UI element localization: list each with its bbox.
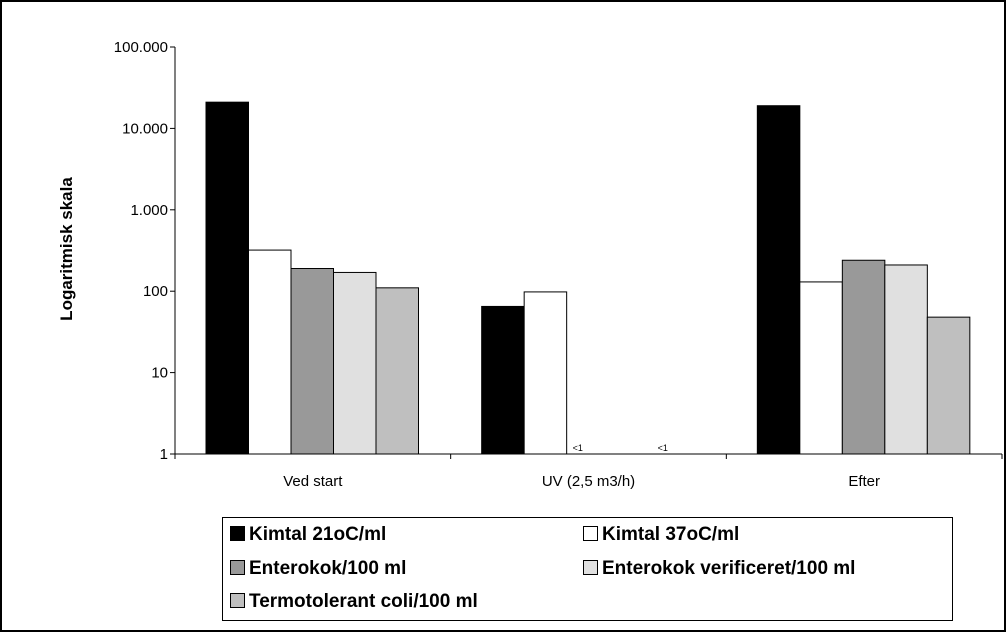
- bar-kimtal-37oc-ml-ved-start: [248, 249, 292, 455]
- bar-kimtal-37oc-ml-uv-2-5-m3-h: [523, 291, 568, 455]
- y-tick-label: 1: [160, 446, 168, 463]
- legend-label: Termotolerant coli/100 ml: [249, 591, 478, 612]
- bar-kimtal-37oc-ml-efter: [799, 281, 843, 455]
- x-ticks-group: Ved start UV (2,5 m3/h) Efter: [174, 454, 1003, 490]
- bar-enterokok-100-ml-ved-start: [290, 268, 334, 455]
- bar-termotolerant-coli-100-ml-efter: [926, 316, 971, 455]
- legend: Kimtal 21oC/ml Kimtal 37oC/ml Enterokok/10…: [222, 517, 953, 621]
- legend-swatch: [230, 560, 245, 575]
- y-ticks-group: 1 10 100 1.000 10.000 100.000: [114, 39, 175, 463]
- annotation-label: <1: [658, 443, 668, 453]
- legend-label: Kimtal 21oC/ml: [249, 524, 387, 545]
- legend-item-kimtal-21oc-ml: Kimtal 21oC/ml: [230, 523, 386, 547]
- bar-kimtal-21oc-ml-uv-2-5-m3-h: [481, 305, 525, 455]
- bar-termotolerant-coli-100-ml-ved-start: [375, 287, 419, 455]
- legend-item-enterokok-100-ml: Enterokok/100 ml: [230, 557, 406, 581]
- bars-group: [205, 101, 971, 455]
- legend-item-termotolerant-coli-100-ml: Termotolerant coli/100 ml: [230, 590, 478, 614]
- y-tick-label: 1.000: [130, 202, 168, 219]
- x-category-label: Ved start: [283, 473, 343, 490]
- x-category-label: UV (2,5 m3/h): [542, 473, 635, 490]
- y-tick-label: 100.000: [114, 39, 168, 56]
- legend-item-enterokok-verificeret-100-ml: Enterokok verificeret/100 ml: [583, 557, 855, 581]
- legend-swatch: [230, 593, 245, 608]
- y-tick-label: 10: [151, 365, 168, 382]
- y-tick-label: 100: [143, 283, 168, 300]
- bar-enterokok-verificeret-100-ml-ved-start: [333, 271, 377, 455]
- legend-item-kimtal-37oc-ml: Kimtal 37oC/ml: [583, 523, 739, 547]
- bar-kimtal-21oc-ml-efter: [756, 105, 801, 455]
- legend-label: Enterokok verificeret/100 ml: [602, 558, 856, 579]
- bar-enterokok-100-ml-efter: [841, 259, 886, 455]
- y-axis-label: Logaritmisk skala: [57, 177, 76, 321]
- bar-enterokok-verificeret-100-ml-efter: [884, 264, 928, 455]
- legend-swatch: [583, 526, 598, 541]
- bar-kimtal-21oc-ml-ved-start: [205, 101, 249, 455]
- annotation-label: <1: [573, 443, 583, 453]
- legend-swatch: [230, 526, 245, 541]
- legend-label: Enterokok/100 ml: [249, 558, 407, 579]
- x-category-label: Efter: [848, 473, 880, 490]
- legend-label: Kimtal 37oC/ml: [602, 524, 740, 545]
- annotations-group: <1 <1: [573, 443, 668, 453]
- y-tick-label: 10.000: [122, 120, 168, 137]
- legend-swatch: [583, 560, 598, 575]
